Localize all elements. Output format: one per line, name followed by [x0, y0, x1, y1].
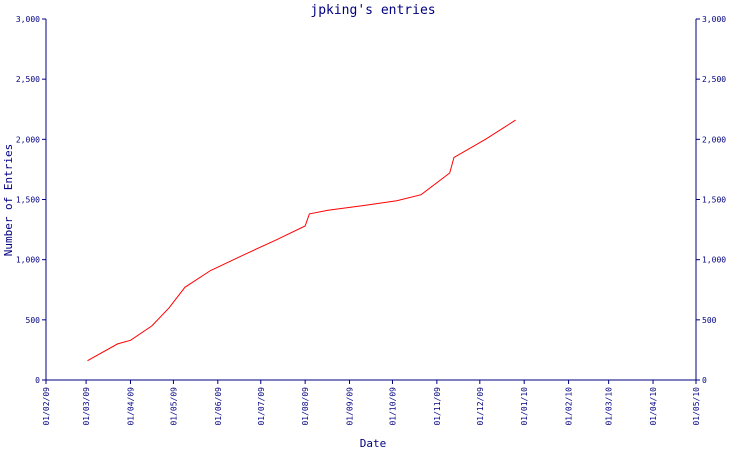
x-tick-label: 01/07/09 [257, 387, 266, 426]
x-axis-title: Date [360, 437, 387, 450]
y-tick-label-right: 2,500 [702, 75, 726, 84]
y-axis-title: Number of Entries [2, 144, 15, 257]
y-tick-label-left: 0 [35, 376, 40, 385]
x-tick-label: 01/03/09 [82, 387, 91, 426]
y-tick-label-right: 500 [702, 316, 717, 325]
x-tick-label: 01/05/09 [169, 387, 178, 426]
y-tick-label-left: 3,000 [16, 15, 40, 24]
y-tick-label-right: 0 [702, 376, 707, 385]
x-tick-label: 01/04/10 [649, 387, 658, 426]
x-tick-label: 01/05/10 [692, 387, 701, 426]
series-line [87, 119, 516, 362]
x-axis-ticks: 01/02/09 01/03/09 01/04/09 01/05/09 01/06/09… [42, 380, 701, 426]
y-tick-label-left: 1,000 [16, 256, 40, 265]
x-tick-label: 01/06/09 [214, 387, 223, 426]
y-tick-label-left: 2,000 [16, 135, 40, 144]
x-tick-label: 01/10/09 [388, 387, 397, 426]
y-tick-label-right: 3,000 [702, 15, 726, 24]
x-tick-label: 01/04/09 [126, 387, 135, 426]
x-tick-label: 01/02/09 [42, 387, 51, 426]
y-tick-label-right: 1,500 [702, 196, 726, 205]
y-tick-label-right: 2,000 [702, 135, 726, 144]
x-tick-label: 01/03/10 [605, 387, 614, 426]
x-tick-label: 01/09/09 [346, 387, 355, 426]
y-tick-label-left: 2,500 [16, 75, 40, 84]
series-group [87, 119, 516, 362]
y-tick-label-left: 1,500 [16, 196, 40, 205]
y-tick-label-left: 500 [26, 316, 41, 325]
x-tick-label: 01/12/09 [476, 387, 485, 426]
x-tick-label: 01/02/10 [565, 387, 574, 426]
y-tick-label-right: 1,000 [702, 256, 726, 265]
x-tick-label: 01/08/09 [301, 387, 310, 426]
x-tick-label: 01/11/09 [433, 387, 442, 426]
x-tick-label: 01/01/10 [520, 387, 529, 426]
chart-title: jpking's entries [310, 3, 435, 18]
axes [45, 19, 697, 381]
y-axis-ticks: 0 0 500 500 1,000 1,000 1,500 1,500 2,000 2,000 2,… [16, 15, 726, 385]
